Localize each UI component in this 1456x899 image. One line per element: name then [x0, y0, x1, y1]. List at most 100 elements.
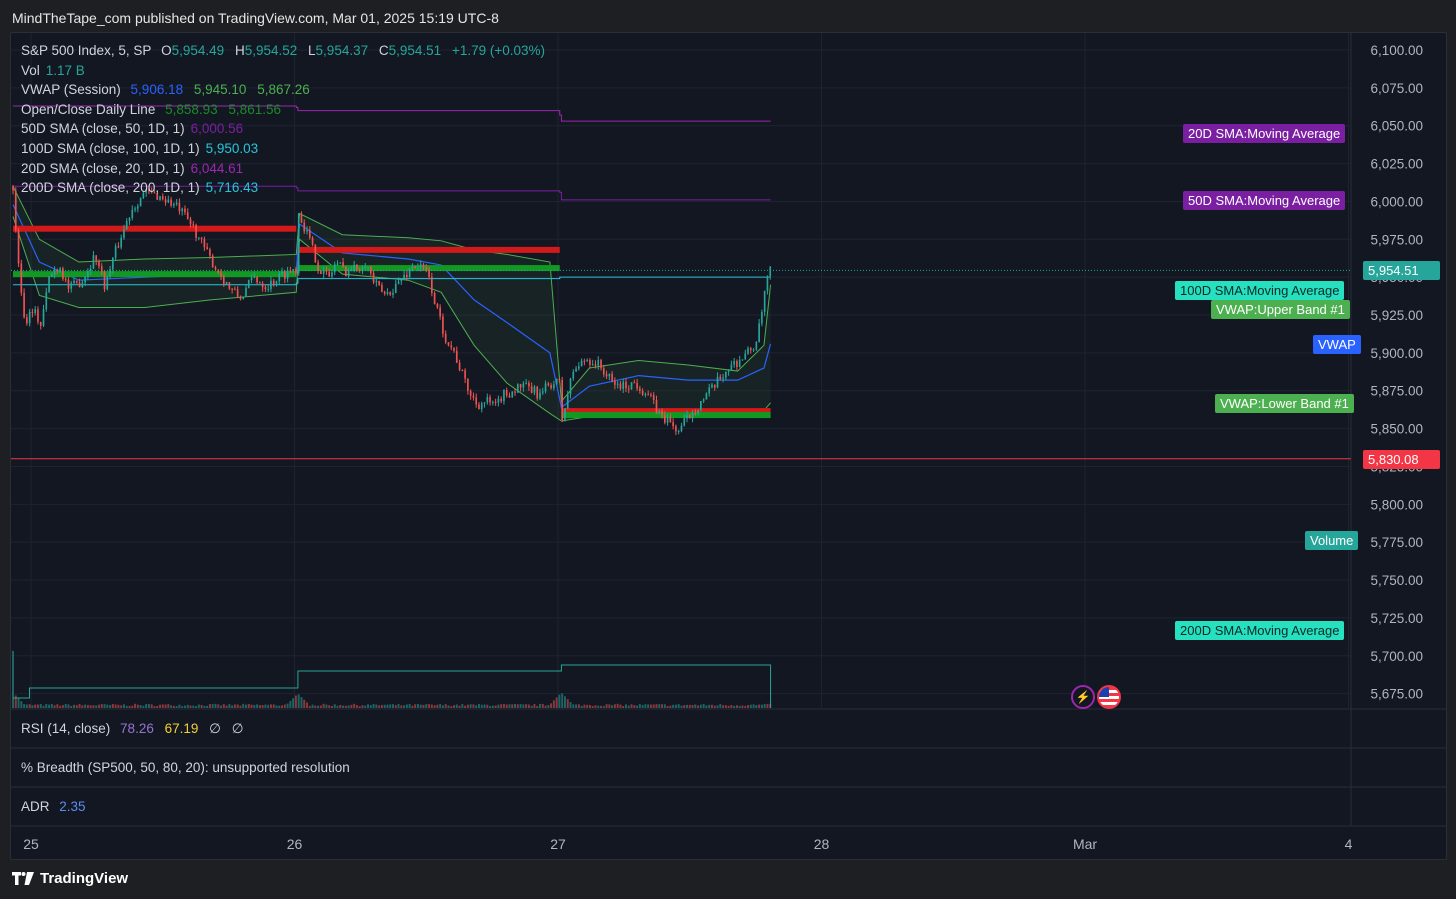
- volume-bar: [644, 704, 647, 708]
- price-chart[interactable]: 6,100.00 6,075.00 6,050.00 6,025.00 6,000.00…: [11, 33, 1446, 859]
- volume-bar: [436, 704, 439, 708]
- chart-frame[interactable]: 6,100.00 6,075.00 6,050.00 6,025.00 6,000.00…: [10, 32, 1447, 860]
- candle: [300, 211, 303, 224]
- volume-bar: [486, 704, 489, 708]
- candle-body: [70, 283, 73, 289]
- candle: [28, 308, 31, 327]
- candle: [134, 206, 136, 213]
- candle-body: [722, 377, 724, 379]
- candle-body: [666, 417, 669, 423]
- legend-sma50-row[interactable]: 50D SMA (close, 50, 1D, 1) 6,000.56: [21, 119, 552, 139]
- candle-body: [333, 264, 336, 273]
- candle-body: [397, 281, 400, 284]
- volume-bar: [491, 705, 494, 708]
- volume-bar: [261, 705, 264, 708]
- legend-sma200-row[interactable]: 200D SMA (close, 200, 1D, 1) 5,716.43: [21, 178, 552, 198]
- symbol-name[interactable]: S&P 500 Index, 5, SP: [21, 43, 152, 58]
- volume-bar: [322, 703, 325, 708]
- volume-bar: [705, 705, 708, 708]
- y-tick-label: 5,675.00: [1370, 687, 1423, 702]
- candle-body: [145, 189, 147, 193]
- sma200-price-label: 200D SMA:Moving Average: [1175, 621, 1345, 640]
- candle-body: [53, 269, 56, 275]
- volume-bar: [114, 704, 117, 708]
- legend-openclose-row[interactable]: Open/Close Daily Line 5,858.93 5,861.56: [21, 100, 552, 120]
- candle: [289, 266, 292, 274]
- candle: [303, 219, 306, 234]
- candle: [358, 267, 361, 273]
- legend-symbol-row[interactable]: S&P 500 Index, 5, SP O5,954.49 H5,954.52…: [21, 41, 552, 61]
- candle-body: [225, 282, 228, 285]
- candle: [486, 393, 489, 405]
- candle: [564, 408, 566, 422]
- volume-bar: [439, 704, 442, 708]
- candle: [464, 368, 466, 384]
- candle-body: [555, 379, 558, 385]
- daily-open-line: [561, 408, 771, 415]
- candle: [619, 380, 622, 391]
- candle-body: [297, 213, 300, 274]
- candle-body: [658, 410, 661, 414]
- breadth-pane-legend[interactable]: % Breadth (SP500, 50, 80, 20): unsupport…: [21, 760, 350, 775]
- y-tick-label: 6,000.00: [1370, 194, 1423, 209]
- volume-bar: [300, 697, 303, 708]
- candle: [125, 218, 128, 230]
- candle-body: [50, 274, 53, 277]
- candle-body: [267, 289, 270, 291]
- volume-bar: [453, 705, 455, 708]
- legend-sma100-row[interactable]: 100D SMA (close, 100, 1D, 1) 5,950.03: [21, 139, 552, 159]
- candle: [214, 265, 217, 271]
- candle: [641, 388, 644, 397]
- adr-pane-legend[interactable]: ADR 2.35: [21, 799, 86, 814]
- volume-bar: [56, 704, 59, 708]
- lightning-icon[interactable]: ⚡: [1071, 685, 1095, 709]
- candle-body: [281, 271, 283, 274]
- candle: [519, 383, 522, 392]
- candle-body: [436, 303, 439, 308]
- candle-body: [505, 389, 508, 396]
- candle: [666, 413, 669, 426]
- openclose-name: Open/Close Daily Line: [21, 101, 156, 117]
- y-tick-label: 5,875.00: [1370, 384, 1423, 399]
- candle: [39, 321, 42, 330]
- legend-vol-row[interactable]: Vol 1.17 B: [21, 61, 552, 81]
- y-tick-label: 5,900.00: [1370, 346, 1423, 361]
- candle-body: [34, 309, 37, 313]
- candle: [89, 264, 92, 276]
- candle: [661, 408, 663, 419]
- candle: [56, 268, 59, 275]
- volume-bar: [505, 704, 508, 708]
- candle-body: [697, 409, 699, 414]
- candle-body: [322, 270, 325, 274]
- candle-body: [727, 370, 730, 372]
- volume-bar: [67, 704, 70, 708]
- volume-bar: [755, 704, 758, 708]
- candle-body: [461, 370, 464, 372]
- daily-open-line: [13, 225, 297, 232]
- candle: [331, 270, 333, 279]
- footer-brand[interactable]: TradingView: [12, 870, 128, 887]
- candle-body: [372, 273, 375, 283]
- candle: [697, 409, 699, 416]
- volume-bar: [292, 698, 295, 708]
- candle: [700, 400, 702, 412]
- candle-body: [167, 199, 170, 203]
- legend-sma20-row[interactable]: 20D SMA (close, 20, 1D, 1) 6,044.61: [21, 159, 552, 179]
- legend-vwap-row[interactable]: VWAP (Session) 5,906.18 5,945.10 5,867.2…: [21, 80, 552, 100]
- candle-body: [347, 270, 350, 277]
- volume-bar: [758, 704, 761, 708]
- candle: [297, 212, 300, 276]
- candle-body: [675, 426, 677, 432]
- candle-body: [247, 280, 250, 288]
- rsi-pane-legend[interactable]: RSI (14, close) 78.26 67.19 ∅ ∅: [21, 721, 243, 737]
- volume-bar: [605, 704, 608, 708]
- daily-close-line: [561, 412, 771, 419]
- volume-bar: [175, 706, 178, 708]
- volume-bar: [206, 705, 209, 708]
- candle: [314, 244, 317, 263]
- candle-body: [381, 284, 383, 292]
- us-flag-icon[interactable]: [1097, 685, 1121, 709]
- candle: [680, 422, 683, 433]
- candle-body: [272, 280, 275, 285]
- volume-bar: [12, 650, 14, 708]
